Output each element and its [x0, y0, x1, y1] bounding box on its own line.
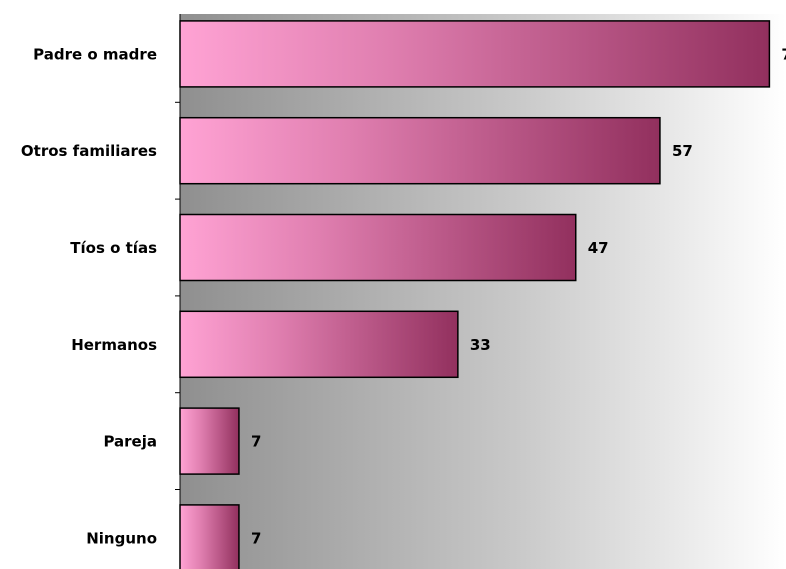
category-label: Otros familiares [21, 142, 157, 160]
category-label: Padre o madre [33, 45, 157, 63]
plot-background [180, 14, 786, 569]
category-label: Ninguno [86, 529, 157, 547]
category-label: Tíos o tías [70, 239, 157, 257]
bar [179, 116, 661, 185]
category-label: Pareja [103, 433, 157, 451]
bar [179, 20, 771, 88]
category-label: Hermanos [71, 336, 157, 354]
bar [179, 504, 240, 569]
bar [179, 213, 577, 282]
value-label: 47 [588, 239, 609, 257]
value-label: 33 [470, 336, 491, 354]
bar [179, 310, 459, 379]
bar [179, 407, 240, 475]
value-label: 70 [781, 45, 786, 63]
value-label: 7 [251, 433, 261, 451]
value-label: 57 [672, 142, 693, 160]
value-label: 7 [251, 529, 261, 547]
